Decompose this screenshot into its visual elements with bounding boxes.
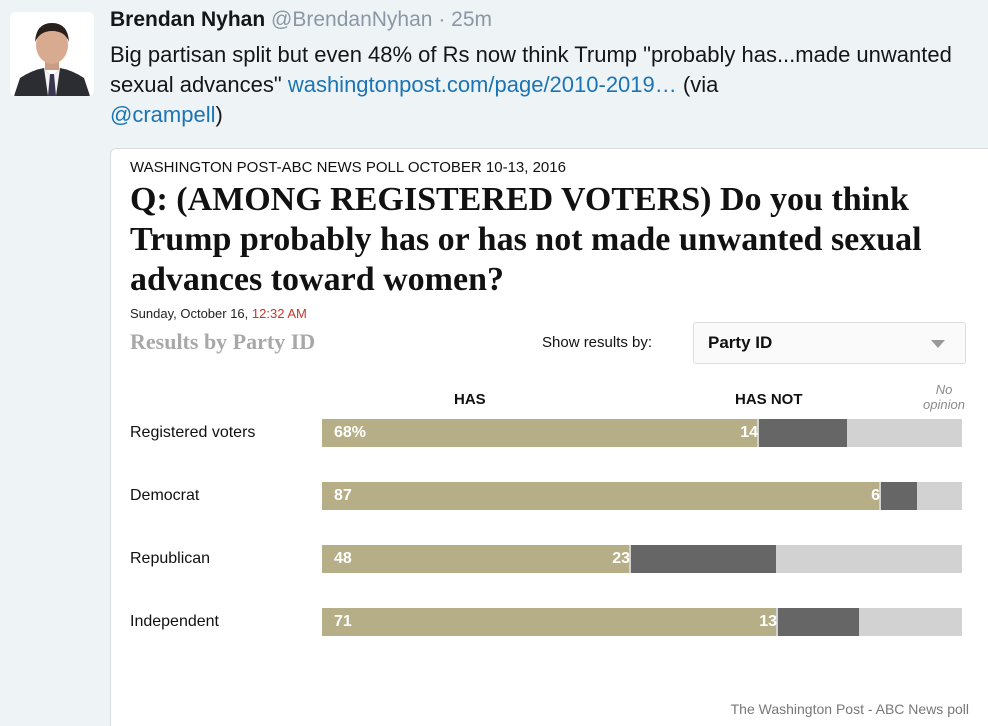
bar-segment-no-opinion (917, 482, 962, 510)
poll-time: 12:32 AM (251, 306, 307, 321)
bar-democrat: 87 6 (322, 482, 962, 510)
poll-question: Q: (AMONG REGISTERED VOTERS) Do you thin… (130, 181, 922, 298)
media-card[interactable]: WASHINGTON POST-ABC NEWS POLL OCTOBER 10… (110, 148, 988, 726)
bar-segment-no-opinion (776, 545, 962, 573)
row-label-registered-voters: Registered voters (130, 424, 256, 441)
value-label-has-not: 6 (871, 487, 880, 504)
bar-registered-voters: 68% 14 (322, 419, 962, 447)
poll-date-text: Sunday, October 16, (130, 306, 249, 321)
bar-segment-has-not (778, 608, 859, 636)
poll-date: Sunday, October 16, 12:32 AM (130, 306, 307, 321)
bar-segment-no-opinion (859, 608, 962, 636)
row-label-independent: Independent (130, 613, 219, 630)
bar-segment-has (322, 419, 757, 447)
bar-segment-has-not (631, 545, 776, 573)
via-text: (via (682, 72, 719, 97)
show-results-label: Show results by: (542, 334, 653, 351)
row-label-democrat: Democrat (130, 487, 200, 504)
bar-republican: 48 23 (322, 545, 962, 573)
value-label-has: 48 (334, 550, 352, 567)
value-label-has: 71 (334, 613, 352, 630)
value-label-has: 68% (334, 424, 367, 441)
dot-separator: · (438, 8, 446, 31)
column-header-no-opinion: No opinion (923, 382, 965, 412)
tweet-text: Big partisan split but even 48% of Rs no… (110, 40, 970, 130)
author-name[interactable]: Brendan Nyhan (110, 8, 266, 31)
avatar[interactable] (10, 12, 94, 96)
row-label-republican: Republican (130, 550, 211, 567)
bar-segment-has-not (881, 482, 917, 510)
results-heading: Results by Party ID (130, 329, 316, 354)
chevron-down-icon (931, 340, 945, 348)
column-header-has-not: HAS NOT (735, 391, 803, 408)
profile-photo-icon (10, 12, 94, 96)
bar-segment-has-not (759, 419, 847, 447)
bar-segment-has (322, 545, 629, 573)
tweet-header: Brendan Nyhan @BrendanNyhan · 25m (110, 8, 492, 32)
mention-link[interactable]: @crampell (110, 102, 216, 127)
poll-credit: The Washington Post - ABC News poll (730, 701, 969, 717)
value-label-has: 87 (334, 487, 352, 504)
close-paren: ) (215, 102, 223, 127)
select-value: Party ID (708, 333, 773, 352)
party-id-select[interactable]: Party ID (693, 322, 966, 364)
bar-segment-has (322, 482, 879, 510)
poll-source: WASHINGTON POST-ABC NEWS POLL OCTOBER 10… (130, 159, 566, 176)
author-handle[interactable]: @BrendanNyhan (271, 8, 433, 31)
bar-independent: 71 13 (322, 608, 962, 636)
tweet-body: Big partisan split but even 48% of Rs no… (110, 42, 952, 97)
value-label-has-not: 23 (612, 550, 630, 567)
value-label-has-not: 13 (759, 613, 777, 630)
bar-segment-no-opinion (847, 419, 962, 447)
column-header-has: HAS (454, 391, 486, 408)
bar-segment-has (322, 608, 776, 636)
value-label-has-not: 14 (740, 424, 758, 441)
article-link[interactable]: washingtonpost.com/page/2010-2019… (287, 72, 677, 97)
tweet-timestamp[interactable]: 25m (451, 8, 493, 31)
